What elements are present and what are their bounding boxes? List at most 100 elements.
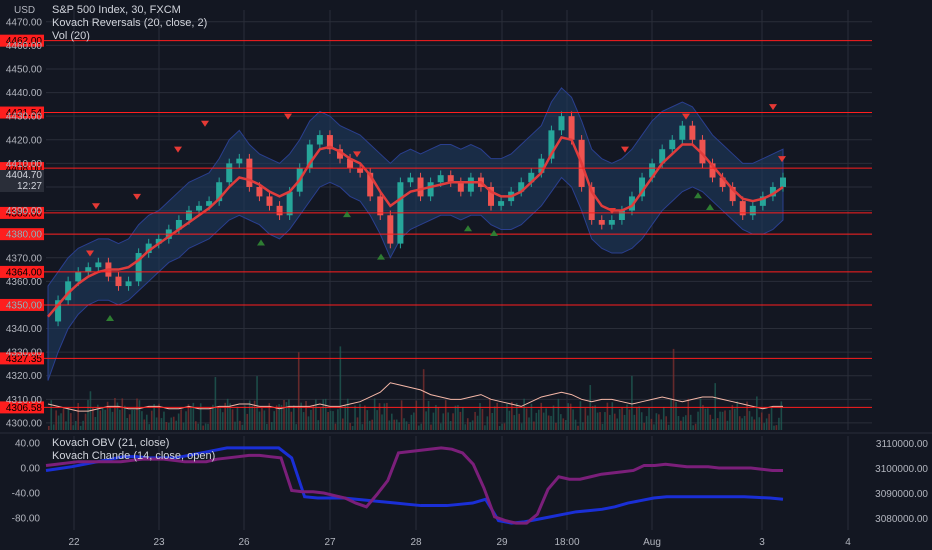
volume-bar <box>290 411 293 430</box>
obv-line <box>45 446 784 525</box>
candle-body <box>316 135 323 145</box>
candle-body <box>729 186 736 202</box>
symbol-legend[interactable]: S&P 500 Index, 30, FXCM <box>52 4 181 16</box>
volume-bar <box>736 401 739 430</box>
volume-bar <box>258 411 261 430</box>
currency-label: USD <box>14 5 36 16</box>
volume-bar <box>50 400 53 430</box>
volume-bar <box>680 420 682 430</box>
volume-bar <box>577 425 579 430</box>
indicator-legend-4[interactable]: Kovach Chande (14, close, open) <box>52 450 216 462</box>
candle-body <box>326 135 333 150</box>
candle-body <box>769 186 776 197</box>
oscillator-tick-left: -40.00 <box>12 489 41 500</box>
x-tick-label: 22 <box>68 537 80 548</box>
volume-bar <box>214 377 217 430</box>
volume-bar <box>697 411 699 430</box>
candle-body <box>699 139 706 164</box>
level-lines: 4462.00 4431.54 4408.00 4389.00 4380.00 4364.… <box>0 34 872 414</box>
volume-bar <box>128 414 131 430</box>
volume-bar <box>437 407 440 430</box>
volume-bar <box>268 403 271 430</box>
candle-body <box>175 220 182 230</box>
volume-bar <box>432 412 435 430</box>
volume-bar <box>391 413 393 430</box>
volume-bar <box>540 402 543 430</box>
level-badge <box>0 352 44 365</box>
volume-bar <box>199 403 202 430</box>
volume-bar <box>315 399 317 430</box>
volume-bar <box>55 410 57 430</box>
volume-bar <box>405 421 408 430</box>
volume-bar <box>685 415 687 430</box>
candle-body <box>256 186 263 197</box>
volume-bar <box>454 405 457 430</box>
volume-bar <box>119 409 121 430</box>
volume-bar <box>469 422 471 430</box>
candle-body <box>739 201 746 216</box>
volume-bar <box>121 398 124 430</box>
volume-bar <box>658 414 660 430</box>
volume-bar <box>613 413 616 430</box>
reversal-up-marker <box>106 314 114 321</box>
volume-bar <box>307 416 310 430</box>
volume-bar <box>62 408 65 430</box>
volume-bar <box>555 422 557 430</box>
volume-bar <box>596 412 599 430</box>
current-price-badge: 4404.70 12:27 <box>0 170 44 192</box>
x-tick-label: 29 <box>496 537 508 548</box>
volume-bar <box>114 398 116 430</box>
volume-bar <box>305 400 307 430</box>
volume-bar <box>648 407 650 430</box>
indicator-legend-3[interactable]: Kovach OBV (21, close) <box>52 437 170 449</box>
candle-body <box>286 191 293 216</box>
oscillator-tick-left: 0.00 <box>21 464 41 475</box>
volume-bar <box>97 404 99 430</box>
volume-bar <box>564 420 567 430</box>
volume-bar <box>486 416 489 430</box>
volume-bar <box>297 352 300 430</box>
volume-bar <box>141 411 143 430</box>
volume-bar <box>116 402 119 430</box>
indicator-legend-1[interactable]: Kovach Reversals (20, close, 2) <box>52 17 208 29</box>
candle-body <box>55 300 62 322</box>
volume-bar <box>413 412 415 430</box>
volume-bar <box>285 402 288 430</box>
volume-bar <box>165 422 168 430</box>
volume-bar <box>621 407 623 430</box>
volume-bar <box>67 407 70 430</box>
candle-body <box>457 182 464 192</box>
y-tick-label: 4470.00 <box>6 17 43 28</box>
volume-bar <box>182 422 185 430</box>
volume-bar <box>741 418 743 430</box>
volume-bar <box>525 408 528 430</box>
volume-bar <box>160 418 163 430</box>
volume-bar <box>155 417 158 430</box>
indicator-legend-2[interactable]: Vol (20) <box>52 30 90 42</box>
volume-bar <box>444 400 447 430</box>
volume-bar <box>172 416 175 430</box>
axes: 4470.00 4460.00 4450.00 4440.00 4430.00 4420.… <box>6 17 929 548</box>
oscillator-tick-right: 3080000.00 <box>875 514 928 525</box>
volume-bar <box>748 411 751 430</box>
volume-bar <box>734 408 736 430</box>
volume-bar <box>87 400 89 430</box>
volume-bar <box>711 418 714 430</box>
volume-bar <box>738 416 741 430</box>
volume-bar <box>109 407 111 430</box>
volume-bar <box>778 417 780 430</box>
y-tick-label: 4390.00 <box>6 206 43 217</box>
volume-bar <box>300 402 302 430</box>
oscillator-tick-left: 40.00 <box>15 439 40 450</box>
volume-bar <box>449 421 452 430</box>
volume-bar <box>459 411 462 430</box>
volume-bar <box>283 400 285 430</box>
volume-bar <box>677 416 680 430</box>
candle-body <box>155 238 162 244</box>
volume-bar <box>319 408 322 430</box>
volume-bars <box>47 346 783 430</box>
x-tick-label: 3 <box>759 537 765 548</box>
volume-bar <box>148 424 151 430</box>
volume-bar <box>376 410 378 430</box>
